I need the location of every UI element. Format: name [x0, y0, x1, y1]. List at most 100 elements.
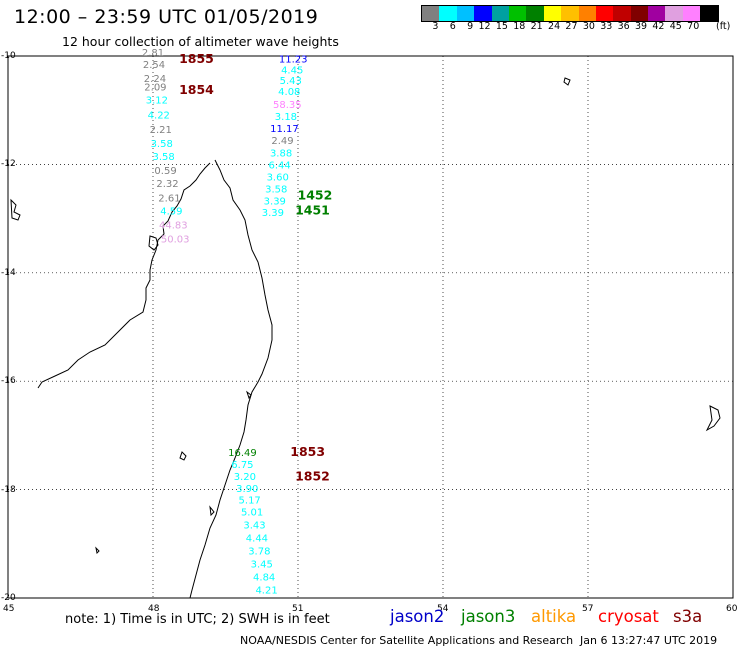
- lat-label-12: -12: [1, 159, 16, 169]
- legend-swatch: [439, 6, 457, 21]
- legend-swatch: [422, 6, 440, 21]
- wave-height-label: 3.39: [262, 208, 284, 219]
- legend-swatch: [648, 6, 666, 21]
- legend-label: 42: [652, 21, 665, 32]
- page-subtitle: 12 hour collection of altimeter wave hei…: [62, 34, 339, 49]
- wave-height-label: 4.84: [253, 573, 275, 584]
- page-title: 12:00 – 23:59 UTC 01/05/2019: [14, 6, 319, 28]
- wave-height-label: 5.43: [280, 76, 302, 87]
- madagascar-coast: [37, 159, 273, 599]
- wave-height-label: 3.78: [248, 547, 270, 558]
- wave-height-label: 44.83: [159, 220, 188, 231]
- wave-height-label: 11.23: [279, 55, 308, 66]
- wave-height-label: 4.59: [160, 206, 182, 217]
- lon-label-45: 45: [3, 604, 15, 614]
- legend-label: 30: [582, 21, 595, 32]
- footer-credit: NOAA/NESDIS Center for Satellite Applica…: [240, 634, 574, 647]
- wave-height-label: 6.75: [231, 460, 253, 471]
- legend-label: 12: [478, 21, 491, 32]
- wave-height-label: 2.24: [144, 74, 166, 85]
- legend-label: 24: [548, 21, 561, 32]
- legend-unit: (ft): [716, 21, 731, 32]
- satellite-altika: altika: [531, 607, 577, 626]
- legend-label: 33: [600, 21, 613, 32]
- wave-height-label: 3.58: [151, 139, 173, 150]
- wave-height-label: 0.59: [154, 166, 176, 177]
- wave-height-label: 5.17: [239, 496, 261, 507]
- legend-swatch: [578, 6, 596, 21]
- wave-height-label: 3.39: [264, 197, 286, 208]
- legend-swatch: [665, 6, 683, 21]
- coast-island-3: [179, 451, 187, 461]
- wave-height-label: 4.08: [278, 87, 300, 98]
- wave-height-label: 2.49: [271, 136, 293, 147]
- coast-island-1: [10, 198, 21, 221]
- legend-label: 9: [467, 21, 474, 32]
- legend-label: 15: [495, 21, 508, 32]
- legend-swatch: [526, 6, 544, 21]
- wave-height-label: 58.35: [273, 100, 302, 111]
- legend-label: 18: [513, 21, 526, 32]
- legend-label: 27: [565, 21, 578, 32]
- lat-label-18: -18: [1, 485, 16, 495]
- map-frame: [7, 55, 734, 599]
- legend-label: 36: [617, 21, 630, 32]
- wave-height-label: 3.58: [153, 152, 175, 163]
- wave-height-label: 4.44: [246, 534, 268, 545]
- lon-label-57: 57: [582, 604, 594, 614]
- mauritius-like-island: [705, 405, 721, 432]
- legend-swatch: [595, 6, 614, 21]
- wave-height-label: 3.43: [243, 521, 265, 532]
- lon-label-60: 60: [726, 604, 738, 614]
- coastline: [10, 77, 721, 599]
- wave-height-label: 3.20: [234, 472, 256, 483]
- wave-height-label: 3.60: [267, 173, 289, 184]
- tiny-island-2: [246, 390, 252, 400]
- wave-height-label: 3.45: [251, 560, 273, 571]
- wave-height-label: 3.88: [270, 148, 292, 159]
- legend-label: 45: [669, 21, 682, 32]
- legend-swatch: [491, 6, 509, 21]
- legend-swatch: [700, 6, 718, 21]
- tiny-island: [563, 77, 571, 86]
- lon-label-51: 51: [292, 604, 304, 614]
- legend-swatch: [630, 6, 649, 21]
- wave-height-label: 4.45: [281, 65, 303, 76]
- coast-island-2: [148, 235, 159, 251]
- wave-height-label: 2.81: [142, 48, 164, 59]
- wave-height-label: 2.21: [150, 125, 172, 136]
- wave-height-label: 4.21: [255, 586, 277, 597]
- satellite-s3a: s3a: [673, 607, 703, 626]
- legend-label: 3: [432, 21, 439, 32]
- graticule: [8, 56, 733, 598]
- legend-swatch: [543, 6, 562, 21]
- legend-label: 39: [634, 21, 648, 32]
- pass-time-label: 1855: [179, 51, 214, 66]
- legend-label: 70: [687, 21, 700, 32]
- color-legend-labels: 3 6 9 12 15 18 21 24 27 30 33 36 39 42 45 70: [421, 21, 699, 32]
- altimeter-tracks: 2.812.54 2.242.09 3.12 4.22 2.21 3.58 3.58 0.59…: [142, 48, 332, 597]
- legend-label: 6: [449, 21, 456, 32]
- wave-height-label: 3.90: [236, 484, 258, 495]
- color-legend: [421, 5, 719, 22]
- units-note: note: 1) Time is in UTC; 2) SWH is in fe…: [65, 612, 330, 627]
- legend-swatch: [508, 6, 527, 21]
- satellite-jason2: jason2: [390, 607, 445, 626]
- wave-height-label: 16.49: [228, 448, 257, 459]
- lat-label-10: -10: [1, 51, 16, 61]
- wave-height-label: 2.54: [143, 60, 165, 71]
- wave-height-label: 2.32: [156, 179, 178, 190]
- lat-label-20: -20: [1, 593, 16, 603]
- wave-height-label: 5.01: [241, 508, 263, 519]
- coast-island-4: [209, 505, 215, 517]
- lat-label-16: -16: [1, 376, 16, 386]
- wave-height-label: 3.18: [275, 112, 297, 123]
- legend-label: 21: [530, 21, 543, 32]
- satellite-jason3: jason3: [461, 607, 516, 626]
- wave-height-label: 4.22: [148, 110, 170, 121]
- legend-swatch: [613, 6, 631, 21]
- satellite-cryosat: cryosat: [598, 607, 659, 626]
- wave-height-label: 2.09: [144, 83, 166, 94]
- pass-time-label: 1452: [298, 188, 333, 203]
- footer-timestamp: Jan 6 13:27:47 UTC 2019: [580, 634, 718, 647]
